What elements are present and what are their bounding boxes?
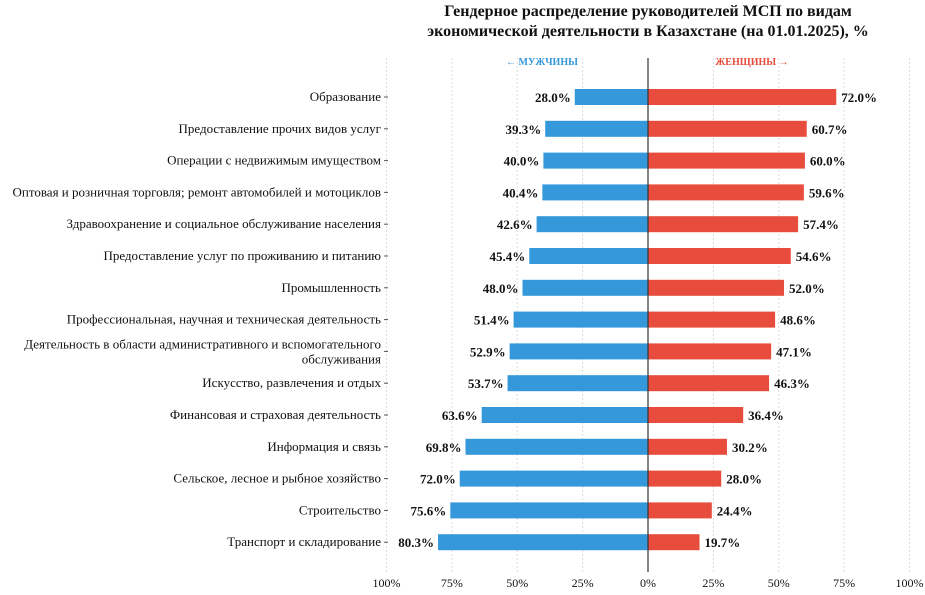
bar-women [648,375,770,392]
data-label-men: 80.3% [398,535,434,550]
data-label-women: 57.4% [803,217,839,232]
category-label: Информация и связь [267,439,381,454]
x-tick-label: 0% [640,576,656,590]
bars: 28.0% 72.0% 39.3% 60.7% 40.0% 60.0% 40.4% 59.6%… [398,89,877,551]
bar-men [545,120,648,137]
bar-women [648,184,804,201]
x-tick-label: 50% [506,576,528,590]
data-label-women: 36.4% [748,408,784,423]
bar-women [648,248,791,264]
bar-men [574,89,648,105]
bar-women [648,279,784,296]
chart-title-line-1: Гендерное распределение руководителей МС… [444,3,852,20]
category-label: Здравоохранение и социальное обслуживани… [67,216,381,231]
data-label-men: 72.0% [420,472,456,487]
data-label-women: 52.0% [789,281,825,296]
data-label-men: 52.9% [470,344,506,359]
category-label: Профессиональная, научная и техническая … [67,312,381,327]
bar-men [536,216,648,233]
bar-men [507,375,648,392]
category-label: Сельское, лесное и рыбное хозяйство [173,471,381,486]
category-label: Транспорт и складирование [227,534,381,549]
data-label-women: 28.0% [726,472,762,487]
category-label: Финансовая и страховая деятельность [170,407,381,422]
data-label-women: 72.0% [841,90,877,105]
category-label: Предоставление услуг по проживанию и пит… [103,248,381,263]
x-axis-ticks: 100% 75% 50% 25% 0% 25% 50% 75% 100% [373,576,924,590]
bar-men [522,279,648,296]
x-tick-label: 75% [833,576,855,590]
x-tick-label: 25% [572,576,594,590]
men-direction-label: ← МУЖЧИНЫ [506,57,578,68]
category-label: Оптовая и розничная торговля; ремонт авт… [12,184,381,199]
bar-women [648,216,799,233]
bar-women [648,407,744,423]
data-label-women: 48.6% [780,313,816,328]
data-label-women: 46.3% [774,376,810,391]
bar-women [648,502,712,519]
data-label-men: 69.8% [426,440,462,455]
bar-women [648,89,837,105]
chart-title-line-2: экономической деятельности в Казахстане … [427,23,869,40]
category-label: Строительство [299,502,381,517]
bar-men [509,343,648,360]
bar-women [648,343,772,360]
bar-men [513,311,648,328]
data-label-women: 60.0% [810,154,846,169]
bar-men [438,534,648,551]
data-label-men: 40.4% [503,185,539,200]
category-label: Предоставление прочих видов услуг [178,121,381,136]
category-label: Деятельность в области административного… [24,336,381,366]
category-label: Образование [310,89,381,104]
x-tick-label: 25% [702,576,724,590]
data-label-women: 24.4% [717,503,753,518]
category-label: Операции с недвижимым имуществом [167,153,381,168]
data-label-men: 45.4% [490,249,526,264]
data-label-women: 30.2% [732,440,768,455]
data-label-men: 63.6% [442,408,478,423]
data-label-men: 40.0% [504,154,540,169]
bar-men [529,248,648,264]
data-label-women: 47.1% [776,344,812,359]
category-label: Промышленность [282,280,382,295]
bar-women [648,311,776,328]
data-label-women: 19.7% [705,535,741,550]
data-label-men: 28.0% [535,90,571,105]
bar-women [648,534,700,551]
bar-women [648,152,805,169]
bar-men [450,502,648,519]
data-label-men: 39.3% [505,122,541,137]
x-tick-label: 50% [768,576,790,590]
data-label-men: 42.6% [497,217,533,232]
data-label-men: 51.4% [474,313,510,328]
data-label-women: 60.7% [812,122,848,137]
bar-women [648,120,807,137]
bar-men [465,438,648,455]
data-label-women: 59.6% [809,185,845,200]
data-label-women: 54.6% [796,249,832,264]
category-labels: Образование Предоставление прочих видов у… [12,89,388,549]
bar-women [648,438,727,455]
x-tick-label: 100% [896,576,924,590]
data-label-men: 75.6% [411,503,447,518]
bar-men [459,470,648,487]
data-label-men: 53.7% [468,376,504,391]
women-direction-label: ЖЕНЩИНЫ → [715,57,788,68]
category-label: Искусство, развлечения и отдых [202,375,381,390]
bar-men [542,184,648,201]
data-label-men: 48.0% [483,281,519,296]
x-tick-label: 100% [373,576,401,590]
x-tick-label: 75% [441,576,463,590]
bar-men [481,407,648,423]
bar-women [648,470,722,487]
bar-men [543,152,648,169]
